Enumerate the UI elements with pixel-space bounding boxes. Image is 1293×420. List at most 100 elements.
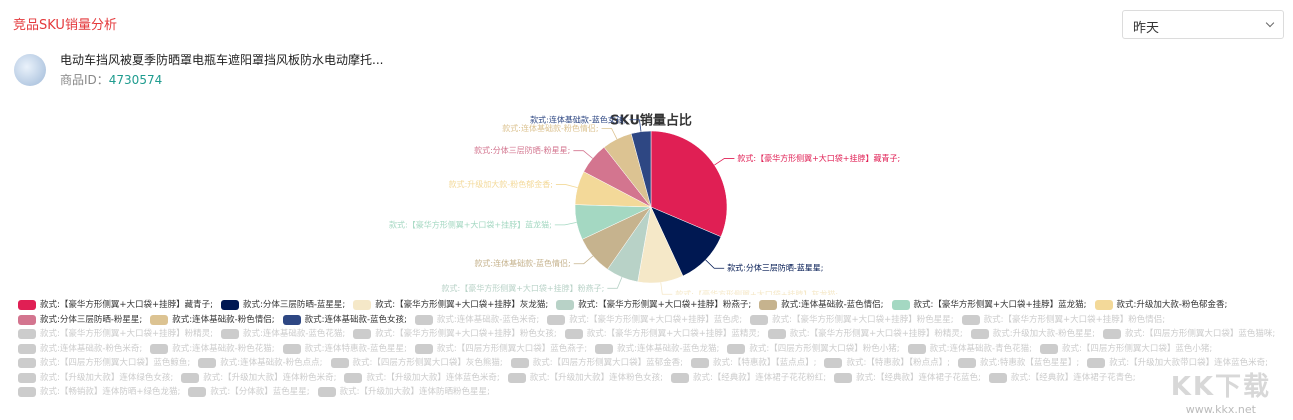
legend-item[interactable]: 款式:特惠款【蓝色星星】; — [957, 357, 1079, 370]
legend-item[interactable]: 款式:连体基础款-蓝色龙猫; — [595, 343, 719, 356]
legend-swatch — [330, 358, 349, 369]
legend-text: 款式:【豪华方形侧翼+大口袋+挂脖】灰龙猫; — [375, 300, 549, 310]
legend-swatch — [353, 329, 372, 340]
legend-text: 款式:连体基础款-粉色点点; — [220, 358, 323, 368]
product-id: 商品ID：4730574 — [60, 71, 162, 88]
product-id-label: 商品ID： — [60, 73, 109, 87]
legend-item[interactable]: 款式:【四层方形侧翼大口袋】灰色熊猫; — [330, 357, 503, 370]
legend-item[interactable]: 款式:【豪华方形侧翼+大口袋+挂脖】粉色情侣; — [961, 314, 1165, 327]
legend-item[interactable]: 款式:分体三层防晒-粉星星; — [18, 314, 142, 327]
legend-item[interactable]: 款式:【豪华方形侧翼+大口袋+挂脖】粉色星星; — [750, 314, 954, 327]
legend-text: 款式:连体基础款-蓝色女孩; — [304, 314, 407, 325]
legend-swatch — [1087, 358, 1106, 369]
legend-text: 款式:【畅销款】连体防晒+绿色龙猫; — [40, 387, 181, 397]
legend-text: 款式:【四层方形侧翼大口袋】蓝色小猪; — [1061, 343, 1213, 354]
legend-text: 款式:【四层方形侧翼大口袋】蓝色猫咪; — [1125, 329, 1276, 339]
legend-item[interactable]: 款式:分体三层防晒-蓝星星; — [220, 299, 345, 312]
legend-item[interactable]: 款式:【四层方形侧翼大口袋】蓝色猫咪; — [1103, 328, 1275, 341]
legend-item[interactable]: 款式:【特惠款】【蓝点点】; — [691, 357, 816, 370]
legend-swatch — [1103, 329, 1122, 340]
legend-swatch — [188, 387, 207, 398]
slice-label: 款式:分体三层防晒-粉星星; — [474, 145, 570, 155]
legend-text: 款式:【升级加大款】连体粉色女孩; — [529, 372, 663, 383]
watermark-brand: KK下载 — [1170, 372, 1271, 402]
legend-text: 款式:【豪华方形侧翼+大口袋+挂脖】粉精灵; — [789, 329, 963, 339]
pie-chart: SKU销量占比 款式:【豪华方形侧翼+大口袋+挂脖】藏青子; 款式:分体三层防晒-… — [389, 113, 900, 296]
legend-swatch — [970, 329, 989, 340]
legend-swatch — [181, 372, 200, 383]
legend-text: 款式:连体基础款-青色花猫; — [929, 343, 1032, 354]
legend-swatch — [18, 314, 36, 325]
legend-item[interactable]: 款式:【豪华方形侧翼+大口袋+挂脖】蓝精灵; — [564, 328, 760, 341]
legend-item[interactable]: 款式:【畅销款】连体防晒+绿色龙猫; — [18, 386, 180, 399]
legend-item[interactable]: 款式:【升级加大款】连体粉色米奇; — [181, 372, 336, 385]
legend-item[interactable]: 款式:【豪华方形侧翼+大口袋+挂脖】蓝色虎; — [547, 314, 742, 327]
legend-item[interactable]: 款式:【四层方形侧翼大口袋】粉色小猪; — [727, 343, 900, 356]
legend-swatch — [220, 329, 239, 340]
legend-item[interactable]: 款式:连体基础款-粉色花猫; — [150, 343, 275, 356]
legend-item[interactable]: 款式:【升级加大款】连体防晒粉色星星; — [317, 386, 490, 399]
legend-item[interactable]: 款式:【四层方形侧翼大口袋】蓝郁金香; — [510, 357, 683, 370]
legend-item[interactable]: 款式:【经典款】连体裙子花青色; — [988, 372, 1136, 385]
legend-swatch — [18, 372, 36, 383]
legend-text: 款式:【四层方形侧翼大口袋】灰色熊猫; — [352, 358, 503, 368]
legend-swatch — [988, 372, 1007, 383]
legend-text: 款式:【豪华方形侧翼+大口袋+挂脖】蓝龙猫; — [913, 300, 1087, 310]
legend-swatch — [834, 372, 853, 383]
legend-swatch — [353, 300, 372, 311]
legend-item[interactable]: 款式:【豪华方形侧翼+大口袋+挂脖】藏青子; — [18, 299, 213, 312]
legend-item[interactable]: 款式:升级加大款-粉色星星; — [970, 328, 1095, 341]
label-line — [554, 222, 577, 226]
legend-item[interactable]: 款式:【豪华方形侧翼+大口袋+挂脖】粉精灵; — [767, 328, 963, 341]
legend-item[interactable]: 款式:【豪华方形侧翼+大口袋+挂脖】粉精灵; — [18, 328, 213, 341]
legend-swatch — [344, 372, 363, 383]
legend-item[interactable]: 款式:【分体款】蓝色星星; — [188, 386, 310, 399]
label-line — [573, 150, 593, 159]
legend-item[interactable]: 款式:升级加大款-粉色郁金香; — [1094, 299, 1227, 312]
slice-label: 款式:连体基础款-蓝色女孩; — [530, 114, 626, 124]
legend-item[interactable]: 款式:【豪华方形侧翼+大口袋+挂脖】灰龙猫; — [353, 299, 548, 312]
slice-label: 款式:【豪华方形侧翼+大口袋+挂脖】粉燕子; — [442, 283, 605, 293]
legend-swatch — [750, 314, 769, 325]
legend-text: 款式:【升级加大款】连体粉色米奇; — [203, 372, 337, 383]
legend-item[interactable]: 款式:【升级加大款带口袋】连体蓝色米奇; — [1087, 357, 1268, 370]
legend-item[interactable]: 款式:连体基础款-蓝色花猫; — [220, 328, 345, 341]
legend-swatch — [670, 372, 689, 383]
legend-item[interactable]: 款式:【升级加大款】连体粉色女孩; — [507, 372, 663, 385]
legend-item[interactable]: 款式:连体基础款-蓝色米奇; — [414, 314, 539, 327]
legend-swatch — [18, 300, 36, 311]
product-name[interactable]: 电动车挡风被夏季防晒罩电瓶车遮阳罩挡风板防水电动摩托... — [60, 53, 384, 67]
legend: 款式:【豪华方形侧翼+大口袋+挂脖】藏青子; 款式:分体三层防晒-蓝星星; 款式:【… — [18, 299, 1280, 399]
legend-item[interactable]: 款式:【经典款】连体裙子花花粉红; — [670, 372, 826, 385]
legend-swatch — [1039, 343, 1058, 354]
legend-item[interactable]: 款式:【经典款】连体裙子花蓝色; — [834, 372, 981, 385]
legend-swatch — [414, 343, 433, 354]
slice-label: 款式:连体基础款-蓝色情侣; — [474, 258, 570, 268]
period-select[interactable]: 昨天 — [1122, 10, 1284, 39]
legend-item[interactable]: 款式:【四层方形侧翼大口袋】蓝色小猪; — [1039, 343, 1213, 356]
legend-swatch — [556, 300, 575, 311]
legend-item[interactable]: 款式:【特惠款】【粉点点】; — [824, 357, 950, 370]
legend-swatch — [282, 314, 301, 325]
legend-item[interactable]: 款式:【豪华方形侧翼+大口袋+挂脖】蓝龙猫; — [891, 299, 1087, 312]
legend-item[interactable]: 款式:连体基础款-蓝色情侣; — [759, 299, 884, 312]
legend-item[interactable]: 款式:【四层方形侧翼大口袋】蓝色鲸鱼; — [18, 357, 190, 370]
legend-item[interactable]: 款式:【豪华方形侧翼+大口袋+挂脖】粉燕子; — [556, 299, 751, 312]
legend-item[interactable]: 款式:连体基础款-青色花猫; — [907, 343, 1032, 356]
label-line — [573, 255, 594, 265]
legend-swatch — [150, 314, 169, 325]
legend-item[interactable]: 款式:连体基础款-蓝色女孩; — [282, 314, 407, 327]
legend-item[interactable]: 款式:连体基础款-粉色情侣; — [150, 314, 275, 327]
legend-item[interactable]: 款式:连体特惠款-蓝色星星; — [282, 343, 407, 356]
legend-item[interactable]: 款式:连体基础款-粉色点点; — [198, 357, 323, 370]
legend-text: 款式:连体基础款-蓝色龙猫; — [617, 343, 720, 354]
legend-text: 款式:【四层方形侧翼大口袋】粉色小猪; — [749, 343, 900, 354]
legend-item[interactable]: 款式:【升级加大款】连体蓝色米奇; — [344, 372, 500, 385]
legend-item[interactable]: 款式:【升级加大款】连体绿色女孩; — [18, 372, 173, 385]
legend-item[interactable]: 款式:【四层方形侧翼大口袋】蓝色燕子; — [414, 343, 587, 356]
legend-item[interactable]: 款式:连体基础款-粉色米奇; — [18, 343, 142, 356]
legend-item[interactable]: 款式:【豪华方形侧翼+大口袋+挂脖】粉色女孩; — [353, 328, 557, 341]
label-line — [660, 282, 673, 295]
legend-swatch — [957, 358, 976, 369]
